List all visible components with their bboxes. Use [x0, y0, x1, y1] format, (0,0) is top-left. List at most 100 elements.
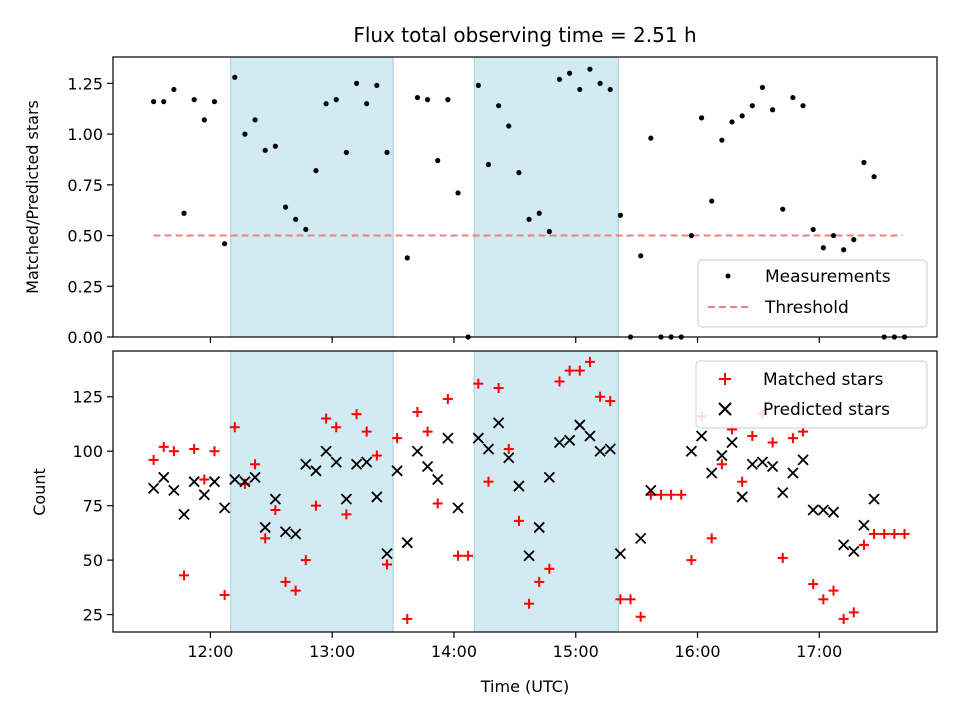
predicted-point — [158, 471, 170, 483]
matched-point — [270, 505, 281, 516]
bottom-axes-frame — [112, 350, 938, 633]
measurement-point — [455, 190, 461, 196]
measurement-point — [343, 149, 349, 155]
predicted-point — [432, 473, 444, 486]
top-ticks: 0.00 0.25 0.50 0.75 1.00 1.25 — [67, 74, 820, 347]
matched-point — [848, 607, 859, 618]
measurement-point — [232, 74, 238, 80]
matched-point — [777, 552, 788, 563]
matched-point — [686, 555, 697, 566]
predicted-point — [279, 526, 292, 538]
measurement-point — [303, 226, 309, 233]
matched-point — [280, 576, 291, 587]
matched-point — [615, 594, 626, 605]
matched-point — [869, 528, 880, 539]
predicted-point — [685, 445, 698, 457]
measurement-point — [800, 103, 806, 109]
matched-point — [879, 528, 890, 539]
predicted-point — [300, 458, 312, 470]
matched-point — [524, 598, 535, 609]
bottom-panel: 12:00 13:00 14:00 15:00 16:00 17:00 25 50 75 100 1… — [30, 350, 938, 696]
predicted-point — [827, 506, 840, 518]
top-y-axis-label: Matched/Predicted stars — [23, 100, 42, 294]
measurement-point — [709, 198, 715, 204]
matched-point — [716, 459, 727, 470]
matched-point — [605, 396, 616, 407]
matched-point — [513, 515, 524, 526]
matched-point — [453, 550, 464, 561]
predicted-point — [553, 436, 566, 449]
matched-point — [483, 476, 494, 487]
matched-point — [290, 585, 301, 596]
matched-point — [341, 509, 352, 520]
matched-point — [331, 422, 342, 433]
predicted-point — [807, 504, 819, 516]
measurement-point — [830, 232, 837, 239]
x-tick-label: 13:00 — [309, 642, 355, 661]
bottom-legend: Matched stars Predicted stars — [695, 360, 928, 429]
predicted-point — [564, 434, 576, 446]
measurement-point — [546, 228, 552, 235]
bottom-shaded-regions — [230, 350, 619, 633]
matched-point — [351, 409, 362, 420]
measurement-point — [475, 82, 481, 89]
measurement-point — [820, 245, 826, 251]
measurement-point — [262, 147, 268, 153]
matched-point — [655, 489, 666, 500]
matched-point — [229, 422, 240, 433]
predicted-point — [787, 467, 799, 479]
measurement-point — [333, 97, 339, 103]
measurement-point — [648, 135, 654, 141]
predicted-point — [584, 430, 596, 442]
matched-point — [574, 365, 585, 376]
matched-point — [808, 579, 819, 590]
predicted-point — [635, 532, 647, 544]
top-series-1 — [150, 66, 908, 340]
predicted-point — [756, 456, 769, 468]
matched-point — [371, 450, 382, 461]
matched-point — [392, 433, 403, 444]
predicted-point — [198, 489, 210, 501]
matched-point — [412, 406, 423, 417]
measurement-point — [587, 66, 593, 72]
predicted-point — [442, 432, 454, 444]
predicted-point — [208, 476, 221, 488]
measurement-point — [485, 161, 492, 168]
matched-point — [493, 383, 504, 394]
predicted-point — [229, 473, 241, 486]
bottom-series-2 — [147, 417, 880, 562]
measurement-point — [374, 82, 380, 89]
bottom-y-tick-label: 75 — [83, 497, 103, 516]
matched-point — [310, 500, 321, 511]
top-panel: 0.00 0.25 0.50 0.75 1.00 1.25 Flux total obse… — [23, 23, 938, 347]
predicted-point — [868, 493, 880, 505]
predicted-point — [777, 486, 789, 499]
top-points-layer — [150, 66, 908, 340]
bottom-shaded-region-1 — [230, 350, 394, 633]
predicted-point — [513, 480, 525, 492]
measurement-point — [384, 149, 390, 155]
predicted-point — [330, 456, 342, 468]
top-chart-title: Flux total observing time = 2.51 h — [353, 23, 696, 47]
measurement-point — [201, 117, 207, 123]
matched-point — [635, 611, 646, 622]
matched-point — [260, 533, 271, 544]
measurement-point — [770, 107, 776, 113]
top-y-tick-label: 0.25 — [67, 277, 103, 296]
top-shaded-region-2 — [473, 56, 619, 338]
matched-point — [168, 446, 179, 457]
matched-point — [534, 576, 545, 587]
predicted-point — [249, 471, 261, 483]
measurement-point — [150, 99, 157, 105]
top-legend: Measurements Threshold — [697, 259, 928, 328]
x-tick-label: 16:00 — [674, 642, 720, 661]
predicted-point — [259, 521, 271, 534]
measurement-point — [323, 101, 329, 107]
predicted-point — [178, 508, 190, 521]
measurement-point — [841, 247, 847, 253]
predicted-point — [695, 430, 708, 442]
top-shaded-region-1 — [230, 56, 394, 338]
top-legend-box — [697, 259, 928, 328]
measurement-point — [364, 101, 370, 107]
predicted-point — [401, 537, 413, 549]
